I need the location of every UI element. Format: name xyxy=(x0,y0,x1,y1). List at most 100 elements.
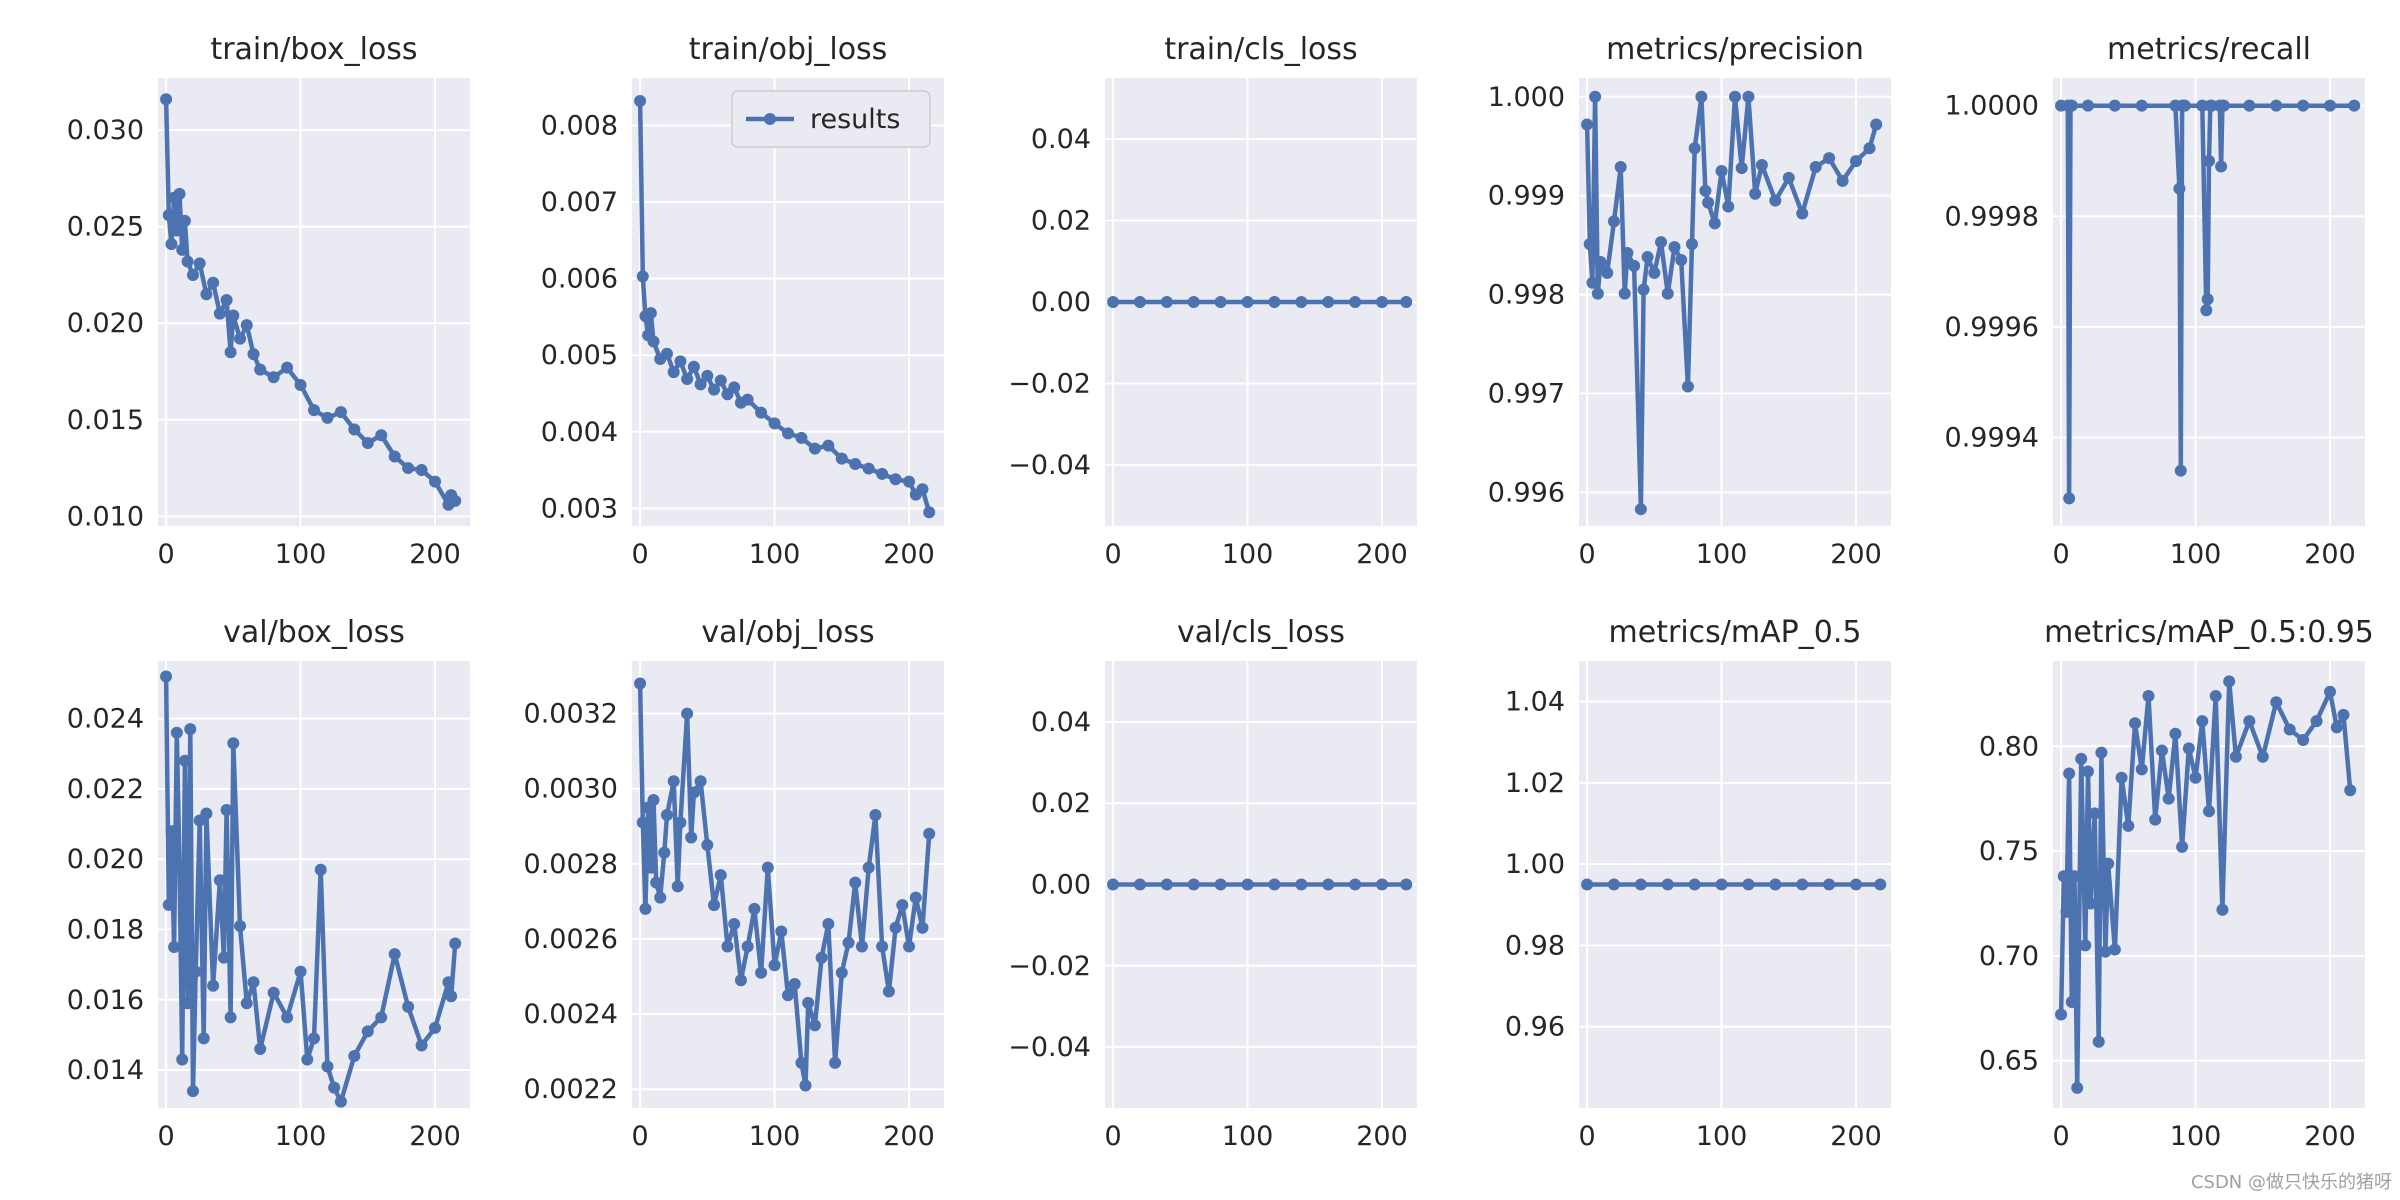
y-tick-label: 0.75 xyxy=(1979,836,2039,867)
data-point xyxy=(321,1060,334,1073)
data-point xyxy=(2129,717,2142,730)
chart-title: metrics/mAP_0.5:0.95 xyxy=(2044,615,2374,650)
data-point xyxy=(2122,819,2135,832)
data-point xyxy=(694,775,707,788)
x-tick-label: 100 xyxy=(2170,539,2222,570)
data-point xyxy=(708,899,721,912)
data-point xyxy=(2203,154,2215,167)
x-tick-label: 200 xyxy=(2304,539,2356,570)
x-tick-label: 100 xyxy=(275,1121,327,1152)
data-point xyxy=(923,827,936,840)
data-point xyxy=(197,1032,210,1045)
data-point xyxy=(2283,723,2296,736)
data-point xyxy=(348,1049,361,1062)
chart-val_cls_loss: 0 100 200 −0.04 −0.02 0.00 0.02 0.04 val/cls_los… xyxy=(1008,615,1417,1152)
y-tick-label: 0.015 xyxy=(67,405,144,436)
chart-metrics_recall: 0 100 200 0.9994 0.9996 0.9998 1.0000 metrics/r… xyxy=(1945,32,2365,570)
data-point xyxy=(2330,721,2343,734)
data-point xyxy=(822,439,835,452)
data-point xyxy=(1214,296,1227,308)
data-point xyxy=(674,816,687,829)
data-point xyxy=(1729,90,1741,103)
data-point xyxy=(1688,142,1701,155)
data-point xyxy=(281,361,294,374)
data-point xyxy=(636,270,649,283)
data-point xyxy=(1295,878,1308,891)
data-point xyxy=(254,363,267,376)
data-point xyxy=(923,506,936,519)
data-point xyxy=(2057,870,2070,883)
data-point xyxy=(2209,689,2222,702)
data-point xyxy=(2174,464,2187,477)
y-tick-label: −0.02 xyxy=(1008,951,1091,982)
data-point xyxy=(2135,99,2148,112)
data-point xyxy=(247,976,260,989)
x-tick-label: 0 xyxy=(1578,1121,1595,1152)
data-point xyxy=(855,940,868,953)
x-tick-label: 0 xyxy=(1104,539,1121,570)
data-point xyxy=(634,94,647,107)
data-point xyxy=(334,406,347,419)
data-point xyxy=(1160,296,1173,308)
x-tick-label: 100 xyxy=(1222,1121,1274,1152)
data-point xyxy=(2324,685,2337,698)
data-point xyxy=(658,846,671,859)
data-point xyxy=(687,786,700,799)
x-tick-label: 200 xyxy=(883,1121,935,1152)
data-point xyxy=(1400,878,1413,891)
data-point xyxy=(2149,813,2162,826)
data-point xyxy=(227,309,240,322)
data-point xyxy=(782,989,794,1002)
data-point xyxy=(1655,236,1668,249)
data-point xyxy=(835,966,848,979)
x-tick-label: 100 xyxy=(2170,1121,2222,1152)
data-point xyxy=(1681,380,1694,393)
data-point xyxy=(1214,878,1227,891)
data-point xyxy=(162,209,175,222)
data-point xyxy=(1796,878,1809,891)
chart-metrics_map_05: 0 100 200 0.96 0.98 1.00 1.02 1.04 metrics/mAP_0… xyxy=(1505,615,1891,1152)
chart-val_box_loss: 0 100 200 0.014 0.016 0.018 0.020 0.022 0.024 val… xyxy=(67,615,470,1152)
data-point xyxy=(402,462,415,475)
data-point xyxy=(2142,689,2155,702)
data-point xyxy=(681,707,694,720)
data-point xyxy=(2178,99,2191,112)
data-point xyxy=(2270,99,2283,112)
y-tick-label: 1.0000 xyxy=(1945,91,2039,122)
data-point xyxy=(862,861,875,874)
data-point xyxy=(2084,897,2097,910)
data-point xyxy=(334,1095,347,1108)
data-point xyxy=(168,941,181,954)
data-point xyxy=(2108,943,2121,956)
data-point xyxy=(254,1042,267,1055)
data-point xyxy=(1688,878,1701,891)
data-point xyxy=(681,372,694,385)
y-tick-label: 1.02 xyxy=(1505,768,1565,799)
data-point xyxy=(685,831,698,844)
y-tick-label: 0.9998 xyxy=(1945,201,2039,232)
data-point xyxy=(1589,90,1602,103)
data-point xyxy=(2297,734,2310,747)
data-point xyxy=(909,891,922,904)
data-point xyxy=(1668,241,1681,254)
data-point xyxy=(634,677,647,690)
data-point xyxy=(1742,878,1755,891)
data-point xyxy=(1376,296,1389,308)
data-point xyxy=(849,457,862,470)
data-point xyxy=(671,880,684,893)
data-point xyxy=(654,891,667,904)
data-point xyxy=(2310,715,2323,728)
data-point xyxy=(835,452,848,465)
legend-marker xyxy=(764,113,776,125)
data-point xyxy=(1107,878,1120,891)
data-point xyxy=(1874,878,1887,891)
x-tick-label: 100 xyxy=(749,1121,801,1152)
data-point xyxy=(701,839,714,852)
data-point xyxy=(1133,878,1146,891)
data-point xyxy=(1634,878,1647,891)
data-point xyxy=(449,494,462,507)
data-point xyxy=(361,436,374,449)
y-tick-label: 1.000 xyxy=(1488,82,1565,113)
data-point xyxy=(449,937,462,950)
data-point xyxy=(1661,878,1674,891)
